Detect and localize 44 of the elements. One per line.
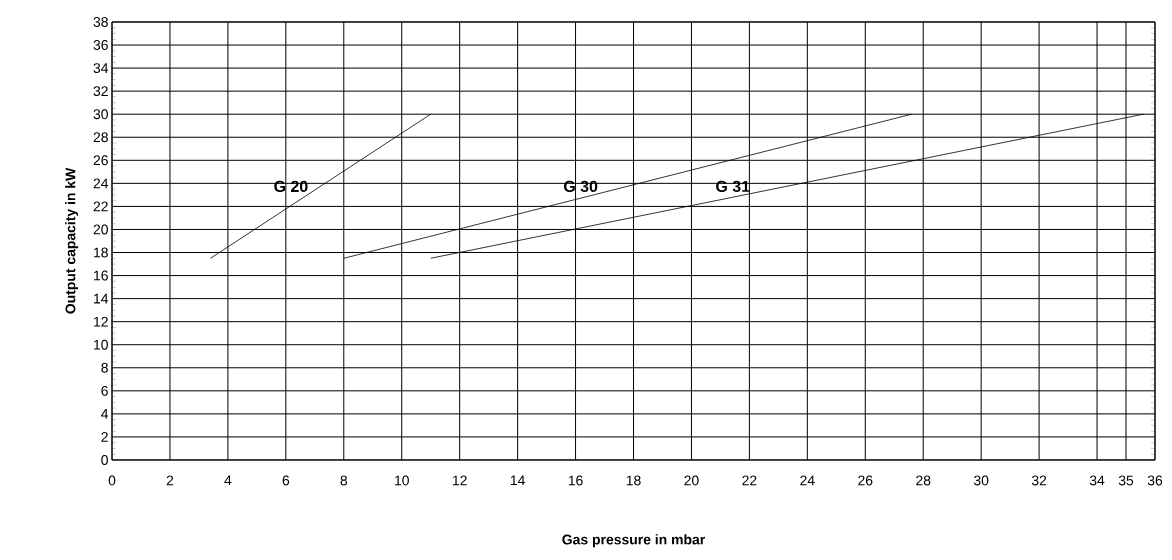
y-tick-label: 28 xyxy=(93,132,108,143)
y-tick-label: 32 xyxy=(93,86,108,97)
series-label: G 20 xyxy=(274,180,308,193)
x-tick-label: 28 xyxy=(916,475,931,486)
x-tick-label: 26 xyxy=(858,475,873,486)
y-tick-label: 20 xyxy=(93,224,108,235)
y-tick-label: 2 xyxy=(101,432,108,442)
y-tick-label: 24 xyxy=(93,178,109,189)
x-tick-label: 35 xyxy=(1118,475,1134,486)
y-tick-label: 16 xyxy=(94,270,108,281)
y-tick-label: 14 xyxy=(94,293,109,304)
y-tick-label: 8 xyxy=(101,362,108,373)
x-tick-label: 20 xyxy=(684,475,699,486)
y-tick-label: 34 xyxy=(93,63,109,74)
series-label: G 30 xyxy=(564,180,598,193)
x-tick-label: 36 xyxy=(1147,475,1163,486)
y-tick-label: 10 xyxy=(94,339,108,350)
x-tick-label: 4 xyxy=(224,475,232,486)
y-tick-label: 6 xyxy=(101,385,108,396)
x-tick-label: 30 xyxy=(973,475,989,486)
x-tick-label: 8 xyxy=(340,475,348,486)
y-tick-label: 4 xyxy=(101,409,109,419)
y-tick-label: 12 xyxy=(94,316,108,327)
y-tick-label: 22 xyxy=(93,201,108,212)
x-tick-label: 14 xyxy=(510,475,525,486)
y-tick-label: 38 xyxy=(93,17,108,27)
y-tick-label: 26 xyxy=(93,155,108,166)
x-tick-label: 22 xyxy=(742,475,757,486)
x-tick-label: 0 xyxy=(108,475,116,486)
x-tick-label: 16 xyxy=(568,475,583,486)
x-tick-label: 10 xyxy=(395,475,409,486)
x-tick-label: 2 xyxy=(166,475,174,486)
x-axis-title: Gas pressure in mbar xyxy=(562,534,705,548)
y-axis-title: Output capacity in kW xyxy=(65,167,79,314)
x-tick-label: 12 xyxy=(452,475,467,486)
x-tick-label: 18 xyxy=(626,475,641,486)
x-tick-label: 32 xyxy=(1031,475,1047,486)
y-tick-label: 36 xyxy=(93,40,108,50)
x-tick-label: 34 xyxy=(1089,475,1105,486)
x-tick-label: 6 xyxy=(282,475,290,486)
x-tick-label: 24 xyxy=(800,475,815,486)
y-tick-label: 18 xyxy=(94,247,108,258)
y-tick-label: 0 xyxy=(101,455,108,465)
y-tick-label: 30 xyxy=(93,109,108,120)
